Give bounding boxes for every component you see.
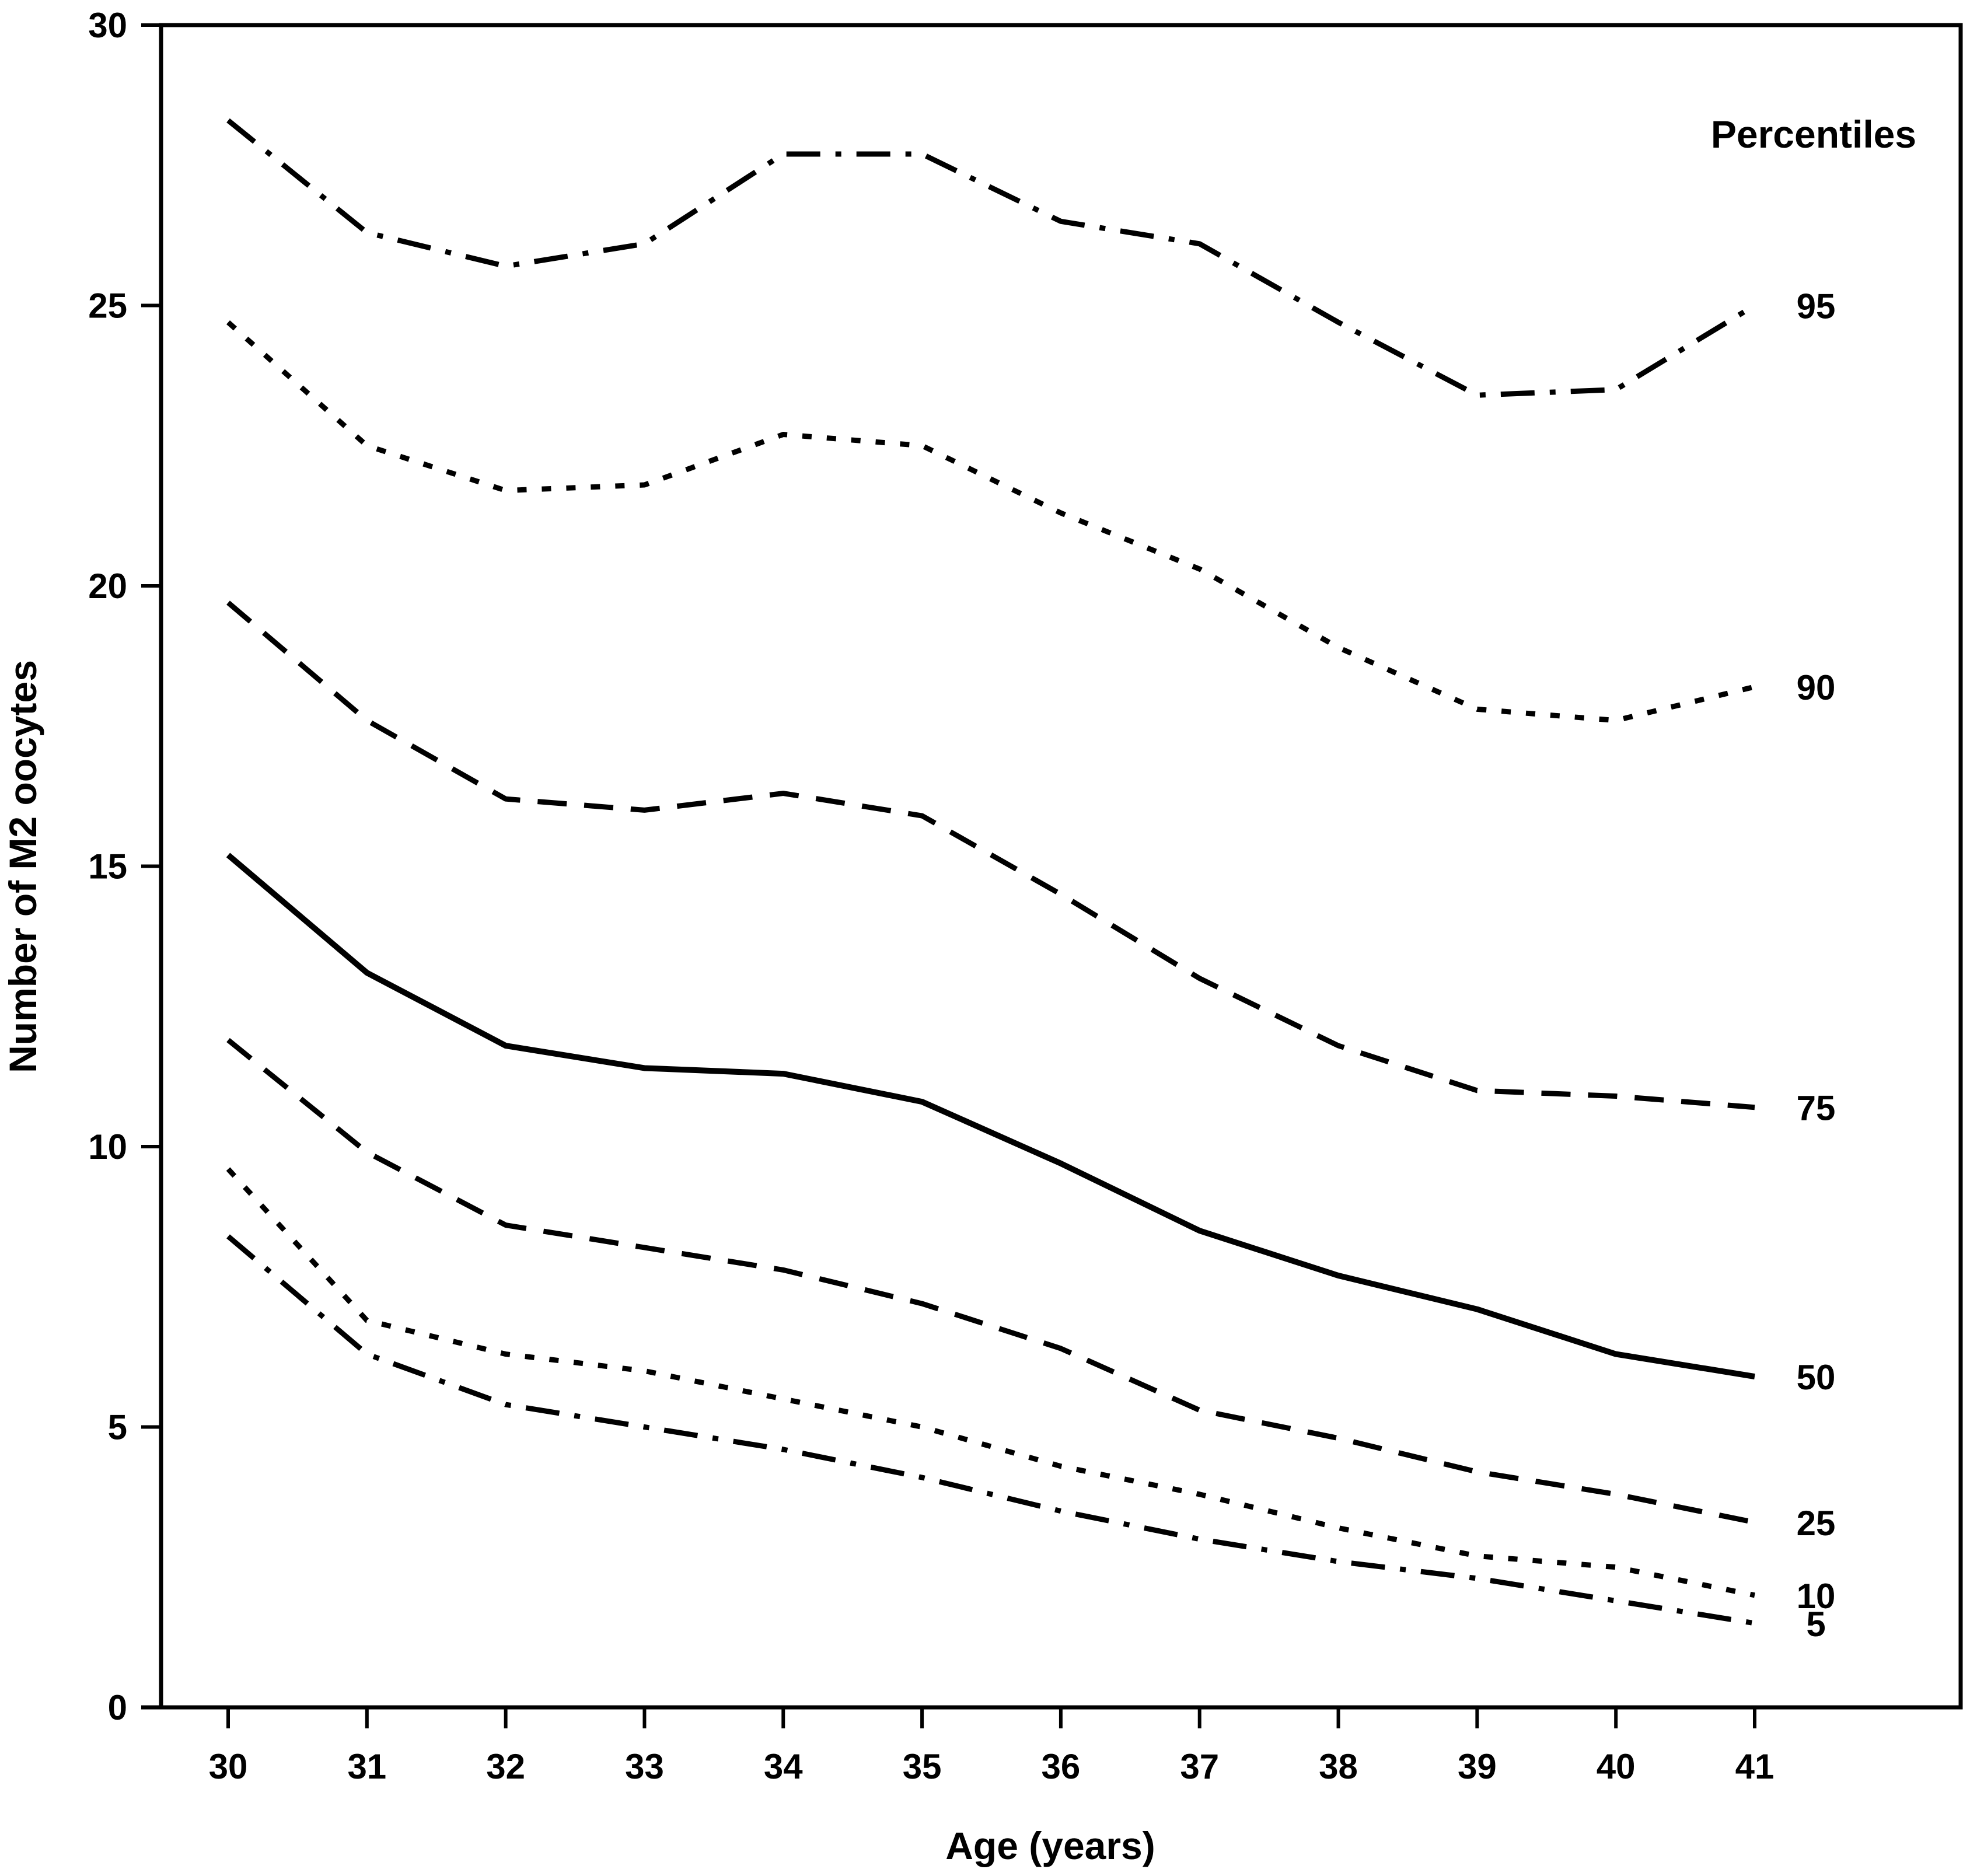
x-tick-label-36: 36 xyxy=(1042,1747,1081,1786)
x-tick-label-39: 39 xyxy=(1458,1747,1497,1786)
x-tick-label-33: 33 xyxy=(625,1747,664,1786)
y-tick-label-5: 5 xyxy=(108,1408,127,1447)
y-tick-label-20: 20 xyxy=(88,567,127,606)
percentile-95-label: 95 xyxy=(1797,287,1836,326)
percentile-90-label: 90 xyxy=(1797,668,1836,707)
percentile-75-curve xyxy=(226,600,1755,1110)
x-tick-label-38: 38 xyxy=(1319,1747,1358,1786)
plot-frame xyxy=(141,23,1963,1710)
x-tick-label-31: 31 xyxy=(347,1747,386,1786)
y-axis-title: Number of M2 oocytes xyxy=(1,660,44,1073)
percentile-50-curve xyxy=(226,853,1755,1379)
percentile-90-curve xyxy=(226,320,1756,724)
x-tick-label-41: 41 xyxy=(1735,1747,1775,1786)
x-axis-title: Age (years) xyxy=(945,1824,1155,1867)
percentile-75-label: 75 xyxy=(1797,1089,1836,1128)
percentile-95-curve xyxy=(226,118,1756,398)
y-tick-label-0: 0 xyxy=(108,1688,127,1727)
y-tick-label-25: 25 xyxy=(88,287,127,326)
x-tick-label-32: 32 xyxy=(486,1747,525,1786)
x-tick-label-34: 34 xyxy=(764,1747,803,1786)
legend-title: Percentiles xyxy=(1711,113,1916,156)
x-ticks-group: 30 31 32 33 34 35 36 37 38 39 40 41 xyxy=(209,1707,1775,1786)
plot-border xyxy=(159,23,1963,1710)
percentile-5-curve xyxy=(226,1234,1755,1626)
percentile-5-label: 5 xyxy=(1806,1605,1825,1644)
x-tick-label-40: 40 xyxy=(1597,1747,1636,1786)
curves-group xyxy=(226,118,1756,1626)
y-ticks-group: 0 5 10 15 20 25 30 xyxy=(88,6,161,1727)
x-tick-label-37: 37 xyxy=(1180,1747,1219,1786)
x-tick-label-35: 35 xyxy=(903,1747,942,1786)
percentile-10-curve xyxy=(226,1167,1755,1598)
percentile-25-curve xyxy=(226,1037,1755,1525)
percentile-25-label: 25 xyxy=(1797,1504,1836,1543)
y-tick-label-15: 15 xyxy=(88,847,127,886)
y-tick-label-30: 30 xyxy=(88,6,127,45)
percentile-10-label: 10 xyxy=(1797,1577,1836,1616)
series-labels-group: 95 90 75 50 25 105 xyxy=(1797,287,1836,1644)
y-tick-label-10: 10 xyxy=(88,1127,127,1166)
x-tick-label-30: 30 xyxy=(209,1747,248,1786)
percentile-50-label: 50 xyxy=(1797,1358,1836,1397)
